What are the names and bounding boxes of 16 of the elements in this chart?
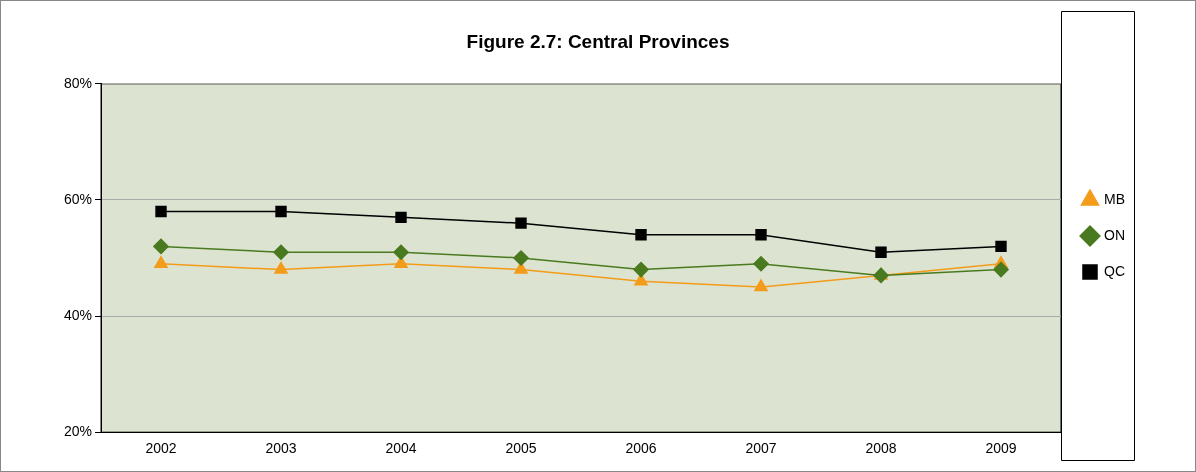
y-tick-label: 80% — [63, 74, 93, 91]
legend-label: MB — [1104, 190, 1125, 207]
y-tick-label: 40% — [63, 306, 93, 323]
x-tick-label: 2008 — [865, 440, 897, 457]
legend-label: ON — [1104, 226, 1125, 243]
x-tick-label: 2006 — [625, 440, 657, 457]
x-tick-label: 2009 — [985, 440, 1017, 457]
x-tick-label: 2003 — [265, 440, 297, 457]
x-tick-label: 2007 — [745, 440, 777, 457]
chart-title: Figure 2.7: Central Provinces — [466, 30, 730, 52]
y-tick-label: 60% — [63, 190, 93, 207]
y-tick-label: 20% — [63, 423, 93, 440]
x-tick-label: 2005 — [505, 440, 537, 457]
x-tick-label: 2004 — [385, 440, 417, 457]
x-tick-label: 2002 — [145, 440, 177, 457]
legend-label: QC — [1104, 262, 1125, 279]
